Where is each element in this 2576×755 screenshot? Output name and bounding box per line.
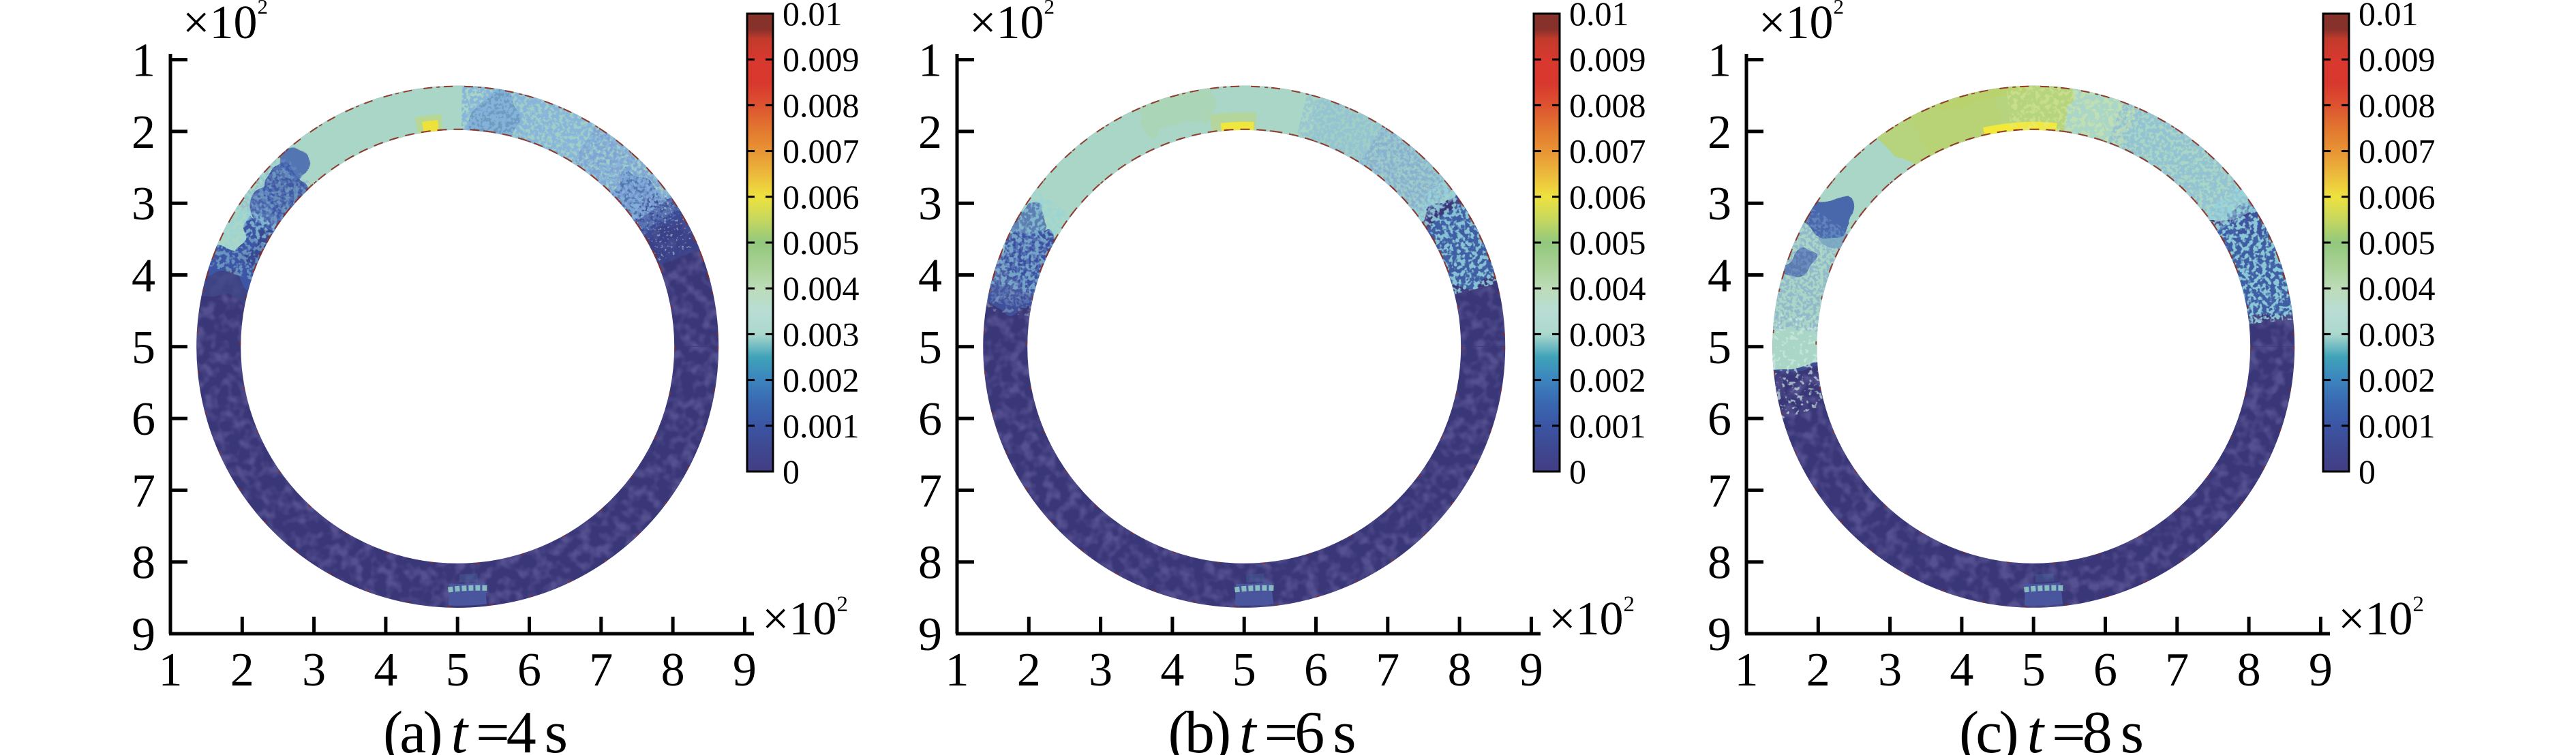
svg-text:7: 7 (1376, 644, 1399, 696)
svg-text:0: 0 (2359, 452, 2376, 491)
svg-text:1: 1 (1708, 35, 1731, 87)
svg-text:6: 6 (1304, 644, 1328, 696)
svg-text:0.005: 0.005 (1569, 224, 1646, 262)
svg-text:7: 7 (1708, 465, 1731, 517)
svg-text:2: 2 (132, 106, 155, 159)
svg-text:0.009: 0.009 (2359, 40, 2436, 78)
svg-text:6: 6 (918, 393, 942, 446)
svg-text:0.008: 0.008 (1569, 86, 1646, 124)
svg-text:3: 3 (918, 178, 942, 230)
svg-text:0: 0 (1569, 452, 1586, 491)
svg-text:0: 0 (783, 452, 800, 491)
svg-text:0.006: 0.006 (783, 178, 860, 216)
svg-text:5: 5 (918, 322, 942, 374)
svg-text:3: 3 (302, 644, 326, 696)
svg-text:9: 9 (1519, 644, 1543, 696)
svg-text:2: 2 (230, 644, 254, 696)
svg-text:×102: ×102 (969, 0, 1055, 49)
svg-text:1: 1 (159, 644, 183, 696)
svg-text:0.01: 0.01 (2359, 0, 2419, 33)
svg-text:5: 5 (446, 644, 470, 696)
svg-text:4: 4 (918, 250, 942, 303)
svg-text:0.003: 0.003 (2359, 315, 2436, 353)
svg-text:9: 9 (2309, 644, 2333, 696)
svg-text:6: 6 (2093, 644, 2117, 696)
svg-text:0.006: 0.006 (1569, 178, 1646, 216)
svg-text:8: 8 (1708, 537, 1731, 589)
svg-text:2: 2 (1806, 644, 1830, 696)
svg-text:0.007: 0.007 (1569, 132, 1646, 170)
svg-text:1: 1 (945, 644, 969, 696)
svg-text:0.007: 0.007 (2359, 132, 2436, 170)
svg-text:4: 4 (1160, 644, 1184, 696)
svg-text:0.009: 0.009 (1569, 40, 1646, 78)
svg-text:8: 8 (1448, 644, 1472, 696)
svg-text:9: 9 (733, 644, 757, 696)
svg-text:0.008: 0.008 (783, 86, 860, 124)
svg-text:1: 1 (1735, 644, 1759, 696)
svg-text:2: 2 (918, 106, 942, 159)
svg-text:3: 3 (1708, 178, 1731, 230)
svg-text:6: 6 (132, 393, 155, 446)
svg-text:4: 4 (1708, 250, 1731, 303)
svg-text:0.001: 0.001 (2359, 407, 2436, 445)
svg-text:0.003: 0.003 (783, 315, 860, 353)
svg-text:×102: ×102 (183, 0, 268, 49)
svg-text:0.004: 0.004 (2359, 269, 2436, 307)
svg-text:0.002: 0.002 (1569, 361, 1646, 399)
svg-text:5: 5 (1232, 644, 1256, 696)
svg-text:(b) t =6 s: (b) t =6 s (1168, 700, 1355, 755)
svg-text:1: 1 (918, 35, 942, 87)
svg-text:4: 4 (1950, 644, 1973, 696)
svg-text:1: 1 (132, 35, 155, 87)
svg-text:0.001: 0.001 (783, 407, 860, 445)
svg-text:0.005: 0.005 (783, 224, 860, 262)
svg-text:7: 7 (918, 465, 942, 517)
svg-text:6: 6 (1708, 393, 1731, 446)
svg-text:0.01: 0.01 (783, 0, 843, 33)
svg-text:×102: ×102 (1759, 0, 1844, 49)
svg-text:0.007: 0.007 (783, 132, 860, 170)
svg-text:8: 8 (661, 644, 685, 696)
svg-text:6: 6 (517, 644, 541, 696)
svg-text:0.001: 0.001 (1569, 407, 1646, 445)
svg-text:7: 7 (2165, 644, 2189, 696)
svg-text:9: 9 (132, 608, 155, 661)
svg-text:0.008: 0.008 (2359, 86, 2436, 124)
svg-text:×102: ×102 (1549, 592, 1635, 645)
svg-text:9: 9 (1708, 608, 1731, 661)
svg-text:×102: ×102 (2338, 592, 2424, 645)
svg-text:0.004: 0.004 (1569, 269, 1646, 307)
svg-text:0.01: 0.01 (1569, 0, 1629, 33)
svg-text:0.002: 0.002 (783, 361, 860, 399)
svg-text:(c) t =8 s: (c) t =8 s (1959, 700, 2142, 755)
svg-text:0.004: 0.004 (783, 269, 860, 307)
svg-text:4: 4 (132, 250, 155, 303)
svg-text:5: 5 (132, 322, 155, 374)
svg-text:9: 9 (918, 608, 942, 661)
svg-text:5: 5 (2022, 644, 2046, 696)
svg-text:3: 3 (132, 178, 155, 230)
svg-text:7: 7 (589, 644, 613, 696)
svg-text:8: 8 (918, 537, 942, 589)
svg-text:8: 8 (132, 537, 155, 589)
svg-text:0.006: 0.006 (2359, 178, 2436, 216)
svg-text:4: 4 (374, 644, 397, 696)
svg-text:0.005: 0.005 (2359, 224, 2436, 262)
svg-text:8: 8 (2237, 644, 2261, 696)
svg-text:0.003: 0.003 (1569, 315, 1646, 353)
svg-text:×102: ×102 (762, 592, 848, 645)
svg-text:0.009: 0.009 (783, 40, 860, 78)
svg-text:3: 3 (1878, 644, 1902, 696)
svg-text:5: 5 (1708, 322, 1731, 374)
svg-text:(a) t =4 s: (a) t =4 s (383, 700, 566, 755)
svg-text:7: 7 (132, 465, 155, 517)
svg-text:2: 2 (1017, 644, 1041, 696)
svg-text:0.002: 0.002 (2359, 361, 2436, 399)
svg-text:2: 2 (1708, 106, 1731, 159)
svg-text:3: 3 (1089, 644, 1112, 696)
